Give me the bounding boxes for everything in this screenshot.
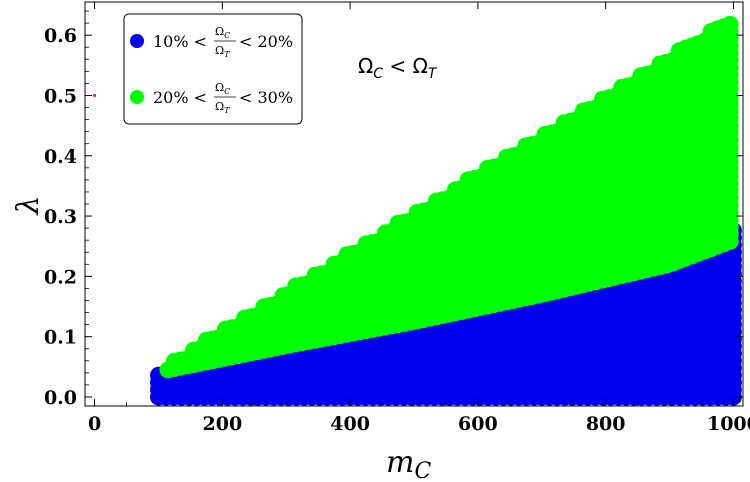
legend-marker-green (130, 90, 144, 104)
legend-label-green-den: ΩT (215, 100, 230, 115)
condition-annotation: ΩC < ΩT (358, 54, 438, 82)
stray-marker-layer (93, 93, 97, 97)
legend-label-green-suffix: < 30% (239, 88, 293, 107)
y-tick-label: 0.2 (44, 266, 77, 288)
x-axis-title: mC (386, 445, 431, 482)
x-tick-label: 0 (88, 413, 101, 435)
legend-label-green-num: ΩC (215, 81, 230, 96)
y-tick-label: 0.5 (44, 85, 77, 107)
y-axis-title: λ (11, 195, 46, 215)
legend: 10% < ΩC ΩT < 20% 20% < ΩC ΩT < 30% (123, 13, 303, 125)
series-green-points (159, 15, 739, 379)
y-tick-label: 0.4 (44, 146, 77, 168)
x-tick-label: 400 (330, 413, 370, 435)
x-axis-title-sub: C (414, 459, 431, 482)
series-blue-points (150, 222, 742, 406)
legend-label-blue-den: ΩT (215, 44, 230, 59)
scatter-point (721, 15, 739, 33)
y-tick-label: 0.6 (44, 25, 77, 47)
x-tick-label: 200 (203, 413, 243, 435)
stray-marker (93, 93, 97, 97)
x-tick-label: 600 (458, 413, 498, 435)
legend-label-blue-num: ΩC (215, 25, 230, 40)
legend-box (123, 13, 303, 125)
y-tick-label: 0.3 (44, 206, 77, 228)
legend-marker-blue (130, 34, 144, 48)
y-tick-label: 0.1 (44, 327, 77, 349)
legend-label-blue-suffix: < 20% (239, 32, 293, 51)
x-tick-label: 800 (586, 413, 626, 435)
legend-label-blue-prefix: 10% < (153, 32, 207, 51)
y-tick-label: 0.0 (44, 387, 77, 409)
legend-label-green-prefix: 20% < (153, 88, 207, 107)
